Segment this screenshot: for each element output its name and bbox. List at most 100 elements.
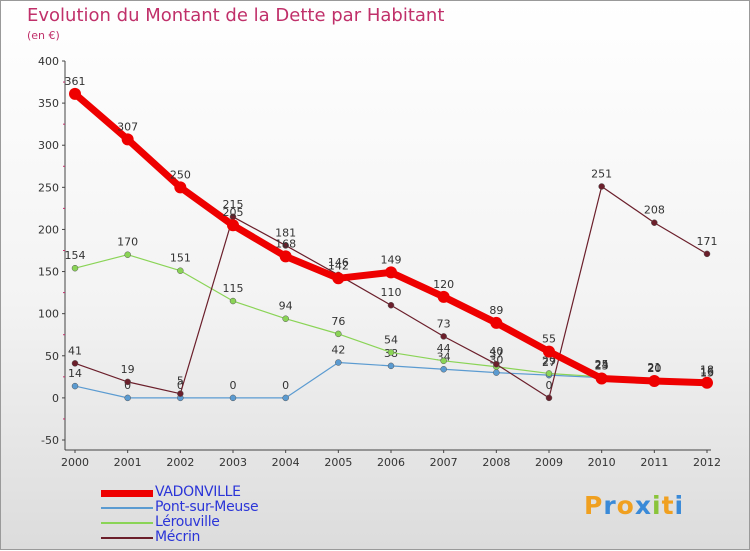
x-tick-label: 2006	[377, 456, 405, 469]
data-point-vadonville	[332, 272, 345, 285]
x-tick-label: 2005	[324, 456, 352, 469]
data-point-l-rouville	[177, 267, 184, 274]
data-label-l-rouville: 115	[223, 282, 244, 295]
y-tick-label: 200	[38, 223, 59, 236]
data-label-l-rouville: 151	[170, 252, 191, 265]
data-point-vadonville	[69, 87, 81, 100]
data-point-pont-sur-meuse	[335, 359, 342, 366]
data-label-pont-sur-meuse: 42	[331, 344, 345, 357]
y-tick-label: 400	[38, 55, 59, 68]
data-point-m-crin	[598, 183, 605, 190]
data-label-l-rouville: 21	[647, 361, 661, 374]
data-label-pont-sur-meuse: 0	[177, 379, 184, 392]
data-label-m-crin: 208	[644, 204, 665, 217]
data-label-m-crin: 73	[437, 317, 451, 330]
chart-title: Evolution du Montant de la Dette par Hab…	[27, 5, 445, 26]
y-tick-label: 0	[52, 392, 59, 405]
data-point-l-rouville	[440, 357, 447, 365]
data-label-pont-sur-meuse: 0	[230, 379, 237, 392]
data-point-m-crin	[440, 333, 447, 340]
data-point-m-crin	[282, 242, 289, 249]
legend-swatch	[101, 522, 153, 524]
data-label-l-rouville: 170	[117, 236, 138, 249]
logo-letter: P	[584, 491, 604, 520]
y-tick-label: 350	[38, 97, 59, 110]
data-point-m-crin	[703, 250, 711, 258]
data-label-l-rouville: 25	[595, 358, 609, 371]
x-tick-label: 2000	[61, 456, 89, 469]
proxiti-logo: Proxiti	[584, 491, 684, 520]
data-point-vadonville	[437, 290, 450, 303]
logo-letter: i	[674, 491, 685, 520]
data-point-vadonville	[174, 181, 187, 194]
data-point-pont-sur-meuse	[229, 394, 237, 402]
data-point-pont-sur-meuse	[71, 382, 79, 390]
y-tick-label: 50	[45, 350, 59, 363]
data-label-m-crin: 19	[121, 363, 135, 376]
logo-letter: o	[616, 491, 635, 520]
data-point-pont-sur-meuse	[387, 362, 395, 370]
chart-subtitle: (en €)	[27, 29, 60, 42]
x-tick-label: 2009	[535, 456, 563, 469]
data-label-pont-sur-meuse: 24	[595, 359, 609, 372]
x-tick-label: 2008	[482, 456, 510, 469]
data-label-m-crin: 251	[591, 167, 612, 180]
data-label-m-crin: 171	[697, 235, 718, 248]
data-point-vadonville	[490, 316, 503, 329]
data-point-vadonville	[543, 345, 555, 358]
legend-label: Mécrin	[155, 529, 201, 545]
x-tick-label: 2003	[219, 456, 247, 469]
data-label-vadonville: 23	[595, 360, 609, 373]
data-point-pont-sur-meuse	[493, 369, 500, 376]
data-point-m-crin	[71, 360, 79, 367]
legend-swatch	[101, 537, 153, 539]
data-point-m-crin	[387, 301, 395, 309]
y-tick-label: 250	[38, 181, 59, 194]
data-label-pont-sur-meuse: 20	[647, 362, 661, 375]
data-point-l-rouville	[229, 297, 237, 305]
logo-letter: r	[603, 491, 617, 520]
legend-swatch	[101, 507, 153, 509]
data-label-vadonville: 89	[489, 304, 503, 317]
data-label-m-crin: 5	[177, 375, 184, 388]
data-label-pont-sur-meuse: 0	[124, 379, 131, 392]
legend-swatch	[101, 490, 153, 497]
data-label-m-crin: 41	[68, 344, 82, 357]
data-label-vadonville: 20	[647, 362, 661, 375]
data-label-vadonville: 250	[170, 168, 191, 181]
legend-label: VADONVILLE	[155, 484, 241, 500]
data-label-vadonville: 18	[700, 364, 714, 377]
logo-letter: t	[661, 491, 675, 520]
data-point-vadonville	[121, 133, 134, 146]
data-point-vadonville	[701, 376, 713, 389]
data-point-l-rouville	[335, 330, 342, 338]
data-label-vadonville: 307	[117, 120, 138, 133]
y-tick-label: -50	[41, 434, 59, 447]
data-point-pont-sur-meuse	[282, 394, 289, 402]
y-tick-label: 100	[38, 308, 59, 321]
data-label-l-rouville: 154	[65, 249, 86, 262]
data-label-m-crin: 0	[546, 379, 553, 392]
x-tick-label: 2001	[114, 456, 142, 469]
data-point-l-rouville	[282, 315, 289, 322]
x-tick-label: 2007	[430, 456, 458, 469]
data-point-pont-sur-meuse	[440, 366, 447, 373]
data-label-pont-sur-meuse: 27	[542, 356, 556, 369]
data-label-vadonville: 120	[433, 278, 454, 291]
data-point-l-rouville	[71, 264, 79, 272]
data-label-l-rouville: 37	[489, 348, 503, 361]
x-tick-label: 2010	[588, 456, 616, 469]
data-label-vadonville: 361	[65, 75, 86, 88]
data-point-vadonville	[279, 250, 292, 263]
data-point-pont-sur-meuse	[124, 394, 131, 402]
data-label-vadonville: 149	[381, 253, 402, 266]
data-label-l-rouville: 94	[279, 300, 293, 313]
data-label-vadonville: 205	[223, 206, 244, 219]
x-tick-label: 2004	[272, 456, 300, 469]
data-label-m-crin: 146	[328, 256, 349, 269]
data-label-l-rouville: 29	[542, 354, 556, 367]
data-label-m-crin: 181	[275, 226, 296, 239]
data-label-l-rouville: 16	[700, 365, 714, 378]
data-label-m-crin: 215	[223, 198, 244, 211]
